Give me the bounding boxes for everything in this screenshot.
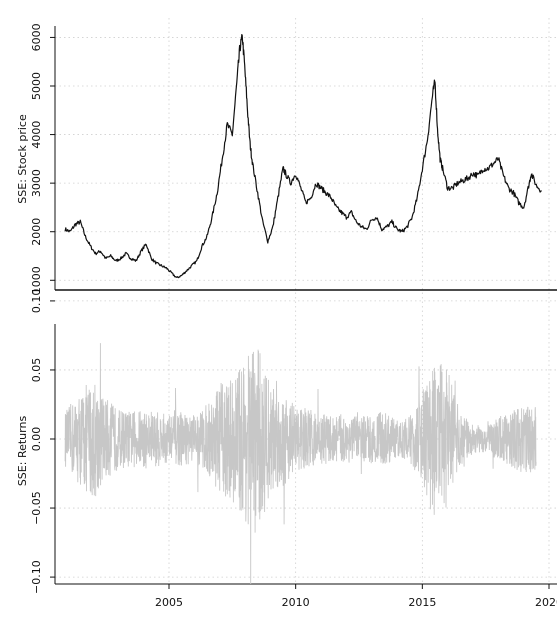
returns-series-line [64, 343, 537, 585]
returns-y-tick-label: −0.05 [30, 491, 43, 525]
returns-y-tick-label: 0.00 [30, 427, 43, 452]
returns-y-tick-label: 0.10 [30, 289, 43, 314]
price-series-line [64, 33, 542, 279]
price-y-tick-label: 1000 [30, 266, 43, 294]
price-y-axis-title: SSE: Stock price [16, 114, 29, 204]
price-y-tick-label: 3000 [30, 169, 43, 197]
returns-y-axis-title: SSE: Returns [16, 416, 29, 487]
price-y-tick-label: 6000 [30, 23, 43, 51]
series-layer [64, 33, 542, 585]
returns-y-tick-label: −0.10 [30, 560, 43, 594]
grid-layer [55, 18, 557, 584]
price-y-tick-label: 4000 [30, 121, 43, 149]
price-y-tick-label: 2000 [30, 218, 43, 246]
price-y-tick-label: 5000 [30, 72, 43, 100]
x-tick-label: 2015 [408, 596, 436, 609]
returns-y-tick-label: 0.05 [30, 358, 43, 383]
label-layer: 1000 2000 3000 4000 5000 6000 −0.10 −0.05 0.00 0.… [16, 23, 557, 609]
x-tick-label: 2010 [282, 596, 310, 609]
axes-layer [50, 26, 557, 589]
x-tick-label: 2005 [155, 596, 183, 609]
x-tick-label: 2020 [535, 596, 557, 609]
